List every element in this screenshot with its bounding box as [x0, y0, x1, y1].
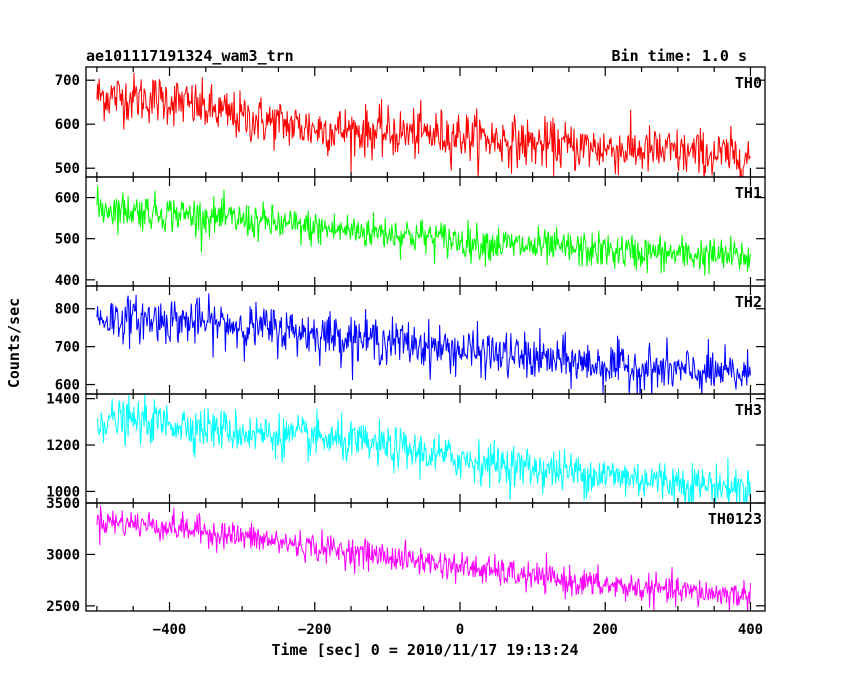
x-tick-label: 0: [456, 622, 464, 638]
panel-label-th0: TH0: [735, 74, 762, 92]
y-tick-label: 700: [55, 73, 80, 89]
panel-label-th0123: TH0123: [708, 510, 762, 528]
y-tick-label: 2500: [46, 599, 80, 615]
x-axis: −400 −200 0 200 400: [153, 622, 763, 638]
y-tick-label: 600: [55, 191, 80, 207]
panel-th2: 600 700 800 TH2: [55, 285, 766, 395]
series-th0123: [96, 505, 751, 611]
panel-label-th3: TH3: [735, 401, 762, 419]
x-axis-label: Time [sec] 0 = 2010/11/17 19:13:24: [271, 641, 578, 659]
series-th3: [96, 394, 751, 503]
panel-label-th1: TH1: [735, 184, 762, 202]
y-tick-label: 1400: [46, 392, 80, 408]
y-tick-label: 500: [55, 161, 80, 177]
y-tick-label: 600: [55, 378, 80, 394]
panels: 500 600 700 TH0 400 500 600 TH1 600 700 800 TH2 1000…: [46, 66, 766, 615]
y-tick-label: 1000: [46, 484, 80, 500]
x-tick-label: 400: [738, 622, 763, 638]
y-tick-label: 3500: [46, 496, 80, 512]
panel-th0: 500 600 700 TH0: [55, 66, 766, 178]
series-th1: [96, 186, 751, 276]
panel-frame: [85, 66, 766, 178]
y-tick-label: 500: [55, 232, 80, 248]
x-tick-label: 200: [593, 622, 618, 638]
x-tick-label: −200: [298, 622, 332, 638]
chart-title: ae101117191324_wam3_trn: [86, 47, 294, 65]
y-tick-label: 800: [55, 302, 80, 318]
x-tick-label: −400: [153, 622, 187, 638]
series-th2: [96, 293, 751, 394]
panel-th0123: 2500 3000 3500 TH0123: [46, 496, 766, 615]
panel-th3: 1000 1200 1400 TH3: [46, 392, 766, 504]
y-tick-label: 1200: [46, 438, 80, 454]
panel-label-th2: TH2: [735, 293, 762, 311]
y-tick-label: 3000: [46, 547, 80, 563]
y-tick-label: 400: [55, 273, 80, 289]
series-th0: [96, 72, 751, 177]
y-tick-label: 700: [55, 340, 80, 356]
panel-frame: [85, 502, 766, 612]
y-axis-label: Counts/sec: [5, 298, 23, 388]
bin-time-label: Bin time: 1.0 s: [612, 47, 747, 65]
y-tick-label: 600: [55, 117, 80, 133]
panel-th1: 400 500 600 TH1: [55, 176, 766, 289]
